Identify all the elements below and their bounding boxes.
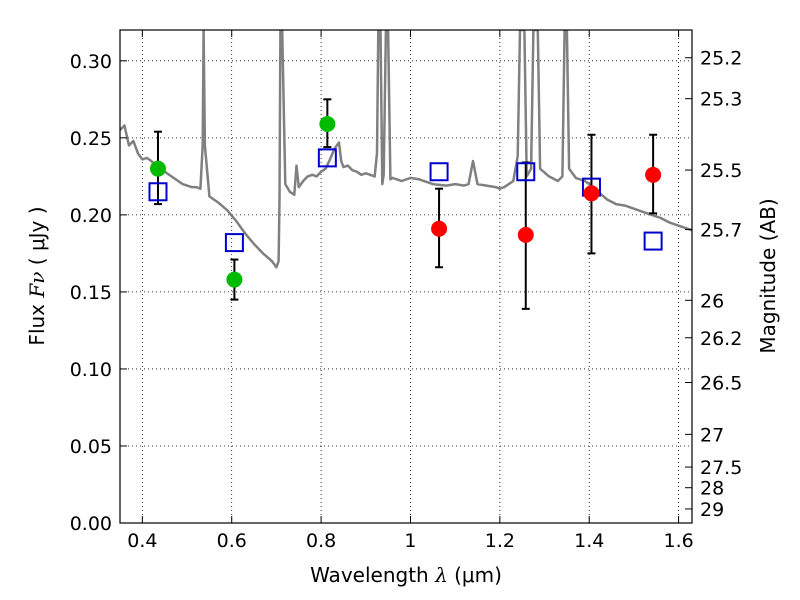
x-axis-title: Wavelength λ (μm): [310, 563, 502, 587]
red-data-point: [517, 226, 534, 243]
y-tick-label: 0.10: [70, 359, 112, 381]
y2-tick-label: 25.2: [700, 48, 742, 70]
red-data-point: [431, 220, 448, 237]
y-tick-label: 0.00: [70, 513, 112, 535]
axis-ticks: 0.4 0.6 0.8 1 1.2 1.4 1.6 0.00 0.05 0.10 0.15 0.20 0…: [70, 30, 742, 552]
model-square-point: [429, 162, 449, 182]
y2-tick-label: 26: [700, 290, 724, 312]
y2-tick-label: 27.5: [700, 457, 742, 479]
y-axis-title: Flux Fν ( μJy ): [25, 206, 49, 345]
x-tick-label: 1.6: [663, 530, 693, 552]
y-tick-label: 0.05: [70, 436, 112, 458]
x-tick-label: 0.8: [306, 530, 336, 552]
plot-marks: [120, 30, 692, 310]
red-data-point: [645, 166, 662, 183]
y2-tick-label: 25.3: [700, 89, 742, 111]
y2-tick-label: 25.5: [700, 160, 742, 182]
plot-frame: [119, 29, 693, 524]
y2-tick-label: 26.5: [700, 372, 742, 394]
y2-axis-title: Magnitude (AB): [756, 198, 780, 353]
y-tick-label: 0.25: [70, 128, 112, 150]
model-square-point: [224, 233, 244, 253]
green-data-point: [149, 160, 166, 177]
y-tick-label: 0.20: [70, 205, 112, 227]
model-square-point: [148, 182, 168, 202]
y2-tick-label: 25.7: [700, 219, 742, 241]
green-data-point: [226, 271, 243, 288]
y-tick-label: 0.30: [70, 51, 112, 73]
model-square-point: [317, 148, 337, 168]
x-tick-label: 1.2: [485, 530, 515, 552]
x-tick-label: 1.4: [574, 530, 604, 552]
y2-tick-label: 29: [700, 499, 724, 521]
green-data-point: [319, 115, 336, 132]
y2-tick-label: 27: [700, 424, 724, 446]
y-tick-label: 0.15: [70, 282, 112, 304]
y2-tick-label: 28: [700, 478, 724, 500]
spectrum-line: [120, 30, 692, 269]
model-square-point: [516, 162, 536, 182]
model-square-point: [643, 231, 663, 251]
x-tick-label: 0.4: [127, 530, 157, 552]
x-tick-label: 0.6: [217, 530, 247, 552]
y2-tick-label: 26.2: [700, 328, 742, 350]
x-tick-label: 1: [404, 530, 416, 552]
red-data-point: [583, 185, 600, 202]
